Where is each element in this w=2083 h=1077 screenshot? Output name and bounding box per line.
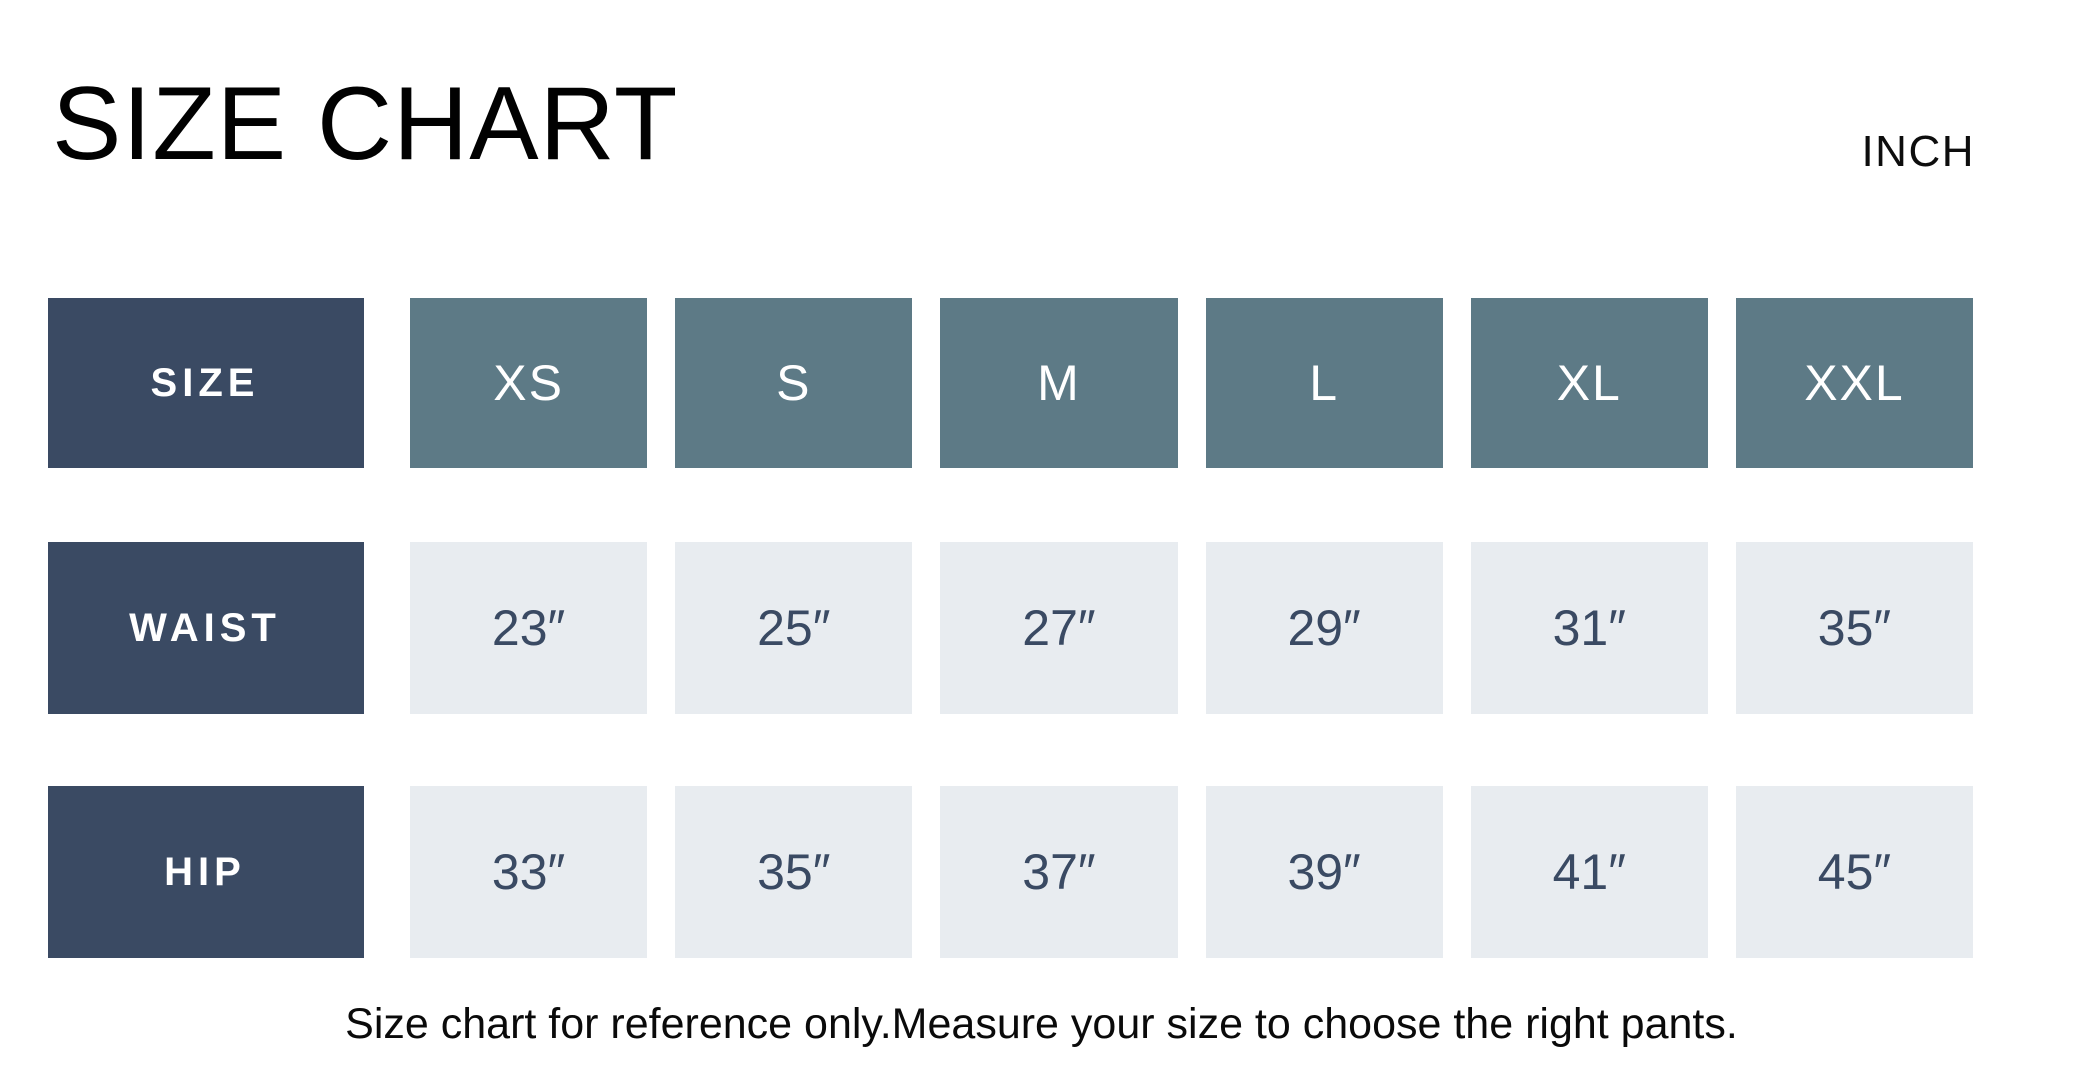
hip-value-s: 35″ [675,786,913,958]
size-header-cell-s: S [675,298,913,468]
waist-value-xl: 31″ [1470,542,1708,714]
size-header-cell-m: M [940,298,1178,468]
footnote-text: Size chart for reference only.Measure yo… [345,1000,1738,1048]
size-header-cell-l: L [1205,298,1443,468]
row-label-hip: HIP [48,786,364,958]
size-column-label: SIZE [48,298,364,468]
unit-label: INCH [1861,127,1975,176]
chart-header: SIZE CHART INCH [48,72,1975,222]
row-gap [48,468,1973,542]
column-spacer [364,542,410,714]
size-table: SIZE XS S M L XL XXL WAIST 23″ 25″ 27″ 2… [48,298,1974,958]
hip-value-xxl: 45″ [1735,786,1974,958]
size-header-cell-xs: XS [410,298,648,468]
size-header-cell-xxl: XXL [1735,298,1974,468]
waist-value-s: 25″ [675,542,913,714]
hip-value-xs: 33″ [410,786,648,958]
waist-value-xxl: 35″ [1735,542,1974,714]
waist-value-l: 29″ [1205,542,1443,714]
hip-cells: 33″ 35″ 37″ 39″ 41″ 45″ [410,786,1974,958]
size-header-cell-xl: XL [1470,298,1708,468]
waist-cells: 23″ 25″ 27″ 29″ 31″ 35″ [410,542,1974,714]
waist-value-m: 27″ [940,542,1178,714]
hip-value-l: 39″ [1205,786,1443,958]
row-label-waist: WAIST [48,542,364,714]
header-cells: XS S M L XL XXL [410,298,1974,468]
table-header-row: SIZE XS S M L XL XXL [48,298,1974,468]
hip-value-xl: 41″ [1470,786,1708,958]
column-spacer [364,786,410,958]
table-row: HIP 33″ 35″ 37″ 39″ 41″ 45″ [48,786,1974,958]
table-row: WAIST 23″ 25″ 27″ 29″ 31″ 35″ [48,542,1974,714]
row-gap [48,714,1973,786]
waist-value-xs: 23″ [410,542,648,714]
column-spacer [364,298,410,468]
hip-value-m: 37″ [940,786,1178,958]
page-title: SIZE CHART [52,66,679,182]
